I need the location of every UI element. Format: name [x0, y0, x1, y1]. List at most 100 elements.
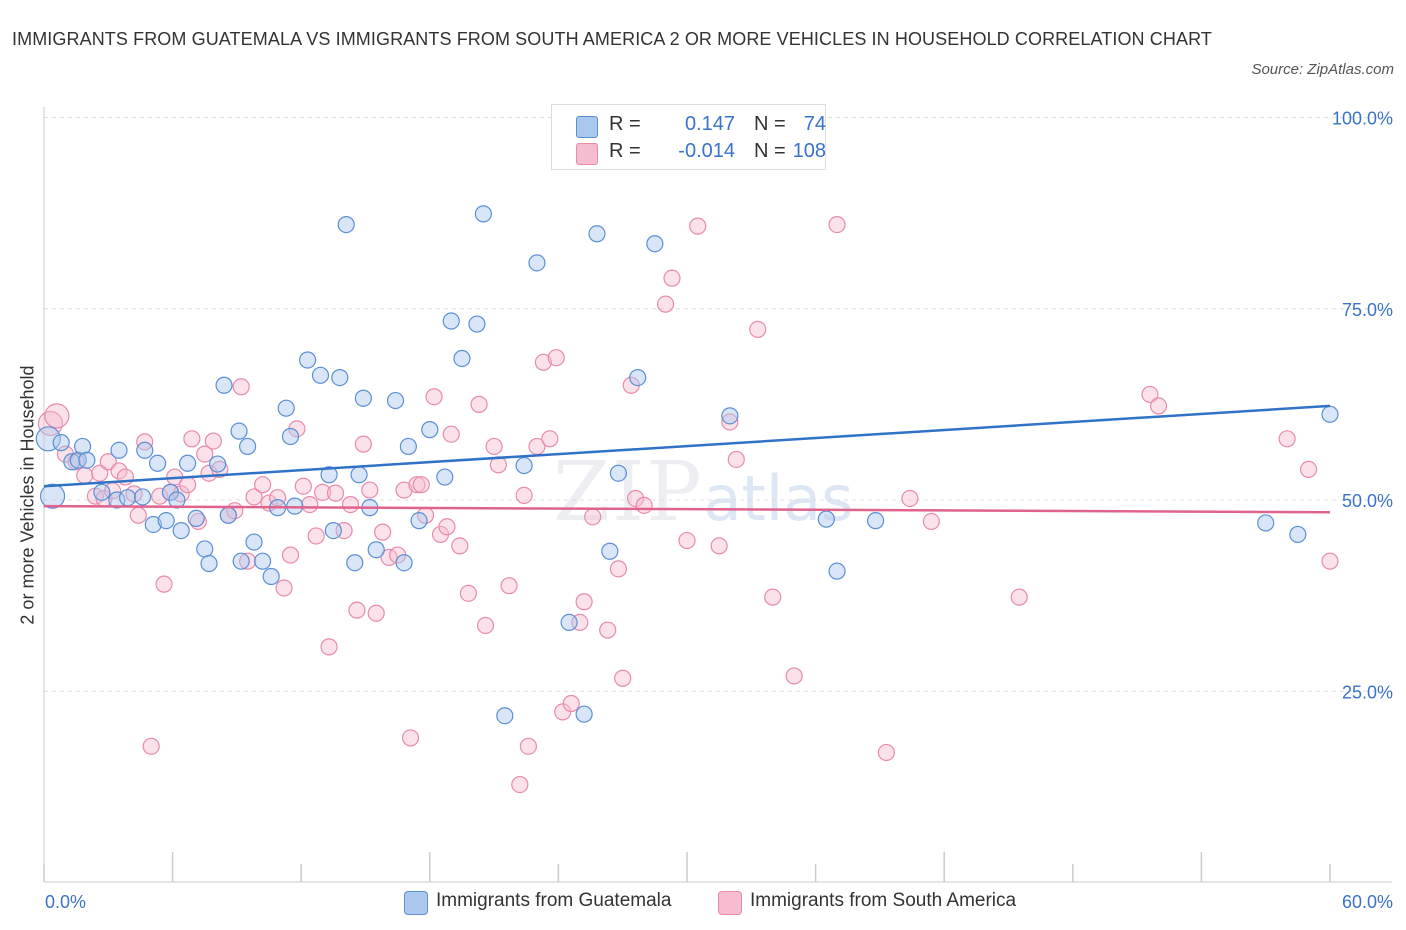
south-america-point	[515, 486, 533, 505]
south-america-point	[1149, 397, 1168, 415]
source-label: Source: ZipAtlas.com	[1251, 61, 1394, 78]
watermark-zip: ZIP	[553, 445, 704, 540]
guatemala-point	[350, 466, 368, 484]
bottom-legend-swatch-guatemala	[404, 891, 428, 915]
south-america-point	[245, 488, 263, 506]
guatemala-point	[331, 369, 349, 387]
correlation-legend: R = 0.147 N = 74 R = -0.014 N = 108	[551, 104, 826, 170]
south-america-point	[281, 546, 300, 564]
south-america-point	[110, 462, 128, 480]
south-america-point	[196, 445, 214, 463]
guatemala-point	[609, 464, 628, 482]
guatemala-point	[337, 216, 355, 234]
guatemala-point	[281, 427, 300, 446]
south-america-point	[354, 435, 372, 453]
guatemala-point	[299, 351, 317, 369]
south-america-point	[361, 481, 379, 499]
south-america-point	[828, 216, 846, 234]
legend-r-label: R =	[609, 140, 641, 162]
bottom-legend-label-south-america: Immigrants from South America	[750, 890, 1017, 911]
legend-n-value: 108	[792, 140, 826, 162]
watermark: ZIPatlas	[553, 445, 853, 540]
south-america-point	[320, 638, 338, 656]
south-america-point	[412, 476, 430, 494]
south-america-point	[470, 395, 488, 413]
guatemala-points	[35, 205, 1339, 725]
south-america-point	[91, 464, 109, 482]
guatemala-point	[179, 454, 197, 472]
south-america-point	[232, 378, 250, 396]
guatemala-point	[1257, 514, 1275, 532]
south-america-point	[151, 487, 169, 505]
south-america-point	[314, 483, 332, 501]
watermark-atlas: atlas	[703, 462, 854, 535]
guatemala-point	[468, 315, 486, 333]
guatemala-point	[601, 542, 619, 560]
guatemala-point	[629, 369, 647, 387]
south-america-point	[395, 481, 413, 499]
guatemala-point	[828, 562, 846, 580]
south-america-point	[341, 495, 360, 514]
y-tick-label: 75.0%	[1342, 300, 1393, 320]
guatemala-point	[215, 376, 233, 394]
south-america-point	[269, 489, 287, 507]
south-america-point	[183, 430, 201, 448]
guatemala-point	[196, 540, 214, 558]
legend-r-label: R =	[609, 113, 641, 135]
south-america-point	[485, 437, 503, 456]
south-america-point	[1299, 460, 1318, 478]
south-america-point	[189, 512, 207, 531]
south-america-point	[476, 616, 495, 635]
south-america-point	[44, 403, 70, 429]
guatemala-point	[817, 510, 835, 528]
south-america-point	[254, 476, 272, 494]
south-america-point	[562, 694, 580, 713]
south-america-point	[663, 269, 681, 287]
legend-r-value: 0.147	[684, 113, 735, 135]
trend-layer	[43, 404, 1331, 514]
south-america-point	[1010, 588, 1028, 606]
guatemala-point	[436, 468, 454, 486]
guatemala-point	[108, 491, 126, 509]
guatemala-point	[528, 254, 546, 272]
guatemala-point	[187, 509, 205, 527]
y-tick-label: 50.0%	[1342, 491, 1393, 511]
guatemala-point	[367, 541, 385, 559]
south-america-point	[239, 552, 257, 570]
guatemala-point	[245, 533, 263, 551]
south-america-point	[425, 388, 443, 406]
guatemala-point	[136, 441, 154, 459]
guatemala-point	[399, 437, 417, 456]
south-america-point	[635, 496, 653, 514]
guatemala-point	[219, 506, 237, 524]
guatemala-point	[209, 455, 227, 473]
south-america-point	[1278, 430, 1296, 448]
guatemala-point	[63, 453, 81, 471]
guatemala-point	[410, 512, 428, 530]
south-america-point	[785, 667, 803, 685]
south-america-point	[749, 320, 767, 339]
south-america-point	[275, 579, 293, 597]
south-america-point	[609, 560, 628, 578]
bottom-legend-swatch-south-america	[718, 891, 742, 915]
guatemala-point	[172, 521, 190, 540]
guatemala-point	[133, 488, 152, 506]
guatemala-point	[232, 552, 250, 570]
guatemala-point	[496, 707, 514, 725]
south-america-point	[438, 518, 456, 536]
south-america-point	[584, 508, 602, 526]
south-america-point	[727, 450, 745, 469]
legend-n-label: N =	[754, 113, 786, 135]
guatemala-point	[262, 567, 280, 586]
south-america-point	[155, 575, 173, 593]
guatemala-point	[78, 451, 96, 469]
south-america-point	[547, 349, 565, 367]
tick-label-layer: 25.0% 50.0% 75.0% 100.0% 0.0% 60.0%	[45, 109, 1393, 913]
south-america-point	[764, 588, 782, 606]
x-tick-label: 0.0%	[45, 892, 86, 912]
south-america-point	[689, 217, 707, 235]
south-america-point	[511, 775, 529, 794]
guatemala-point	[867, 512, 885, 530]
south-america-point	[614, 669, 632, 687]
legend-swatch-south-america	[576, 143, 598, 165]
